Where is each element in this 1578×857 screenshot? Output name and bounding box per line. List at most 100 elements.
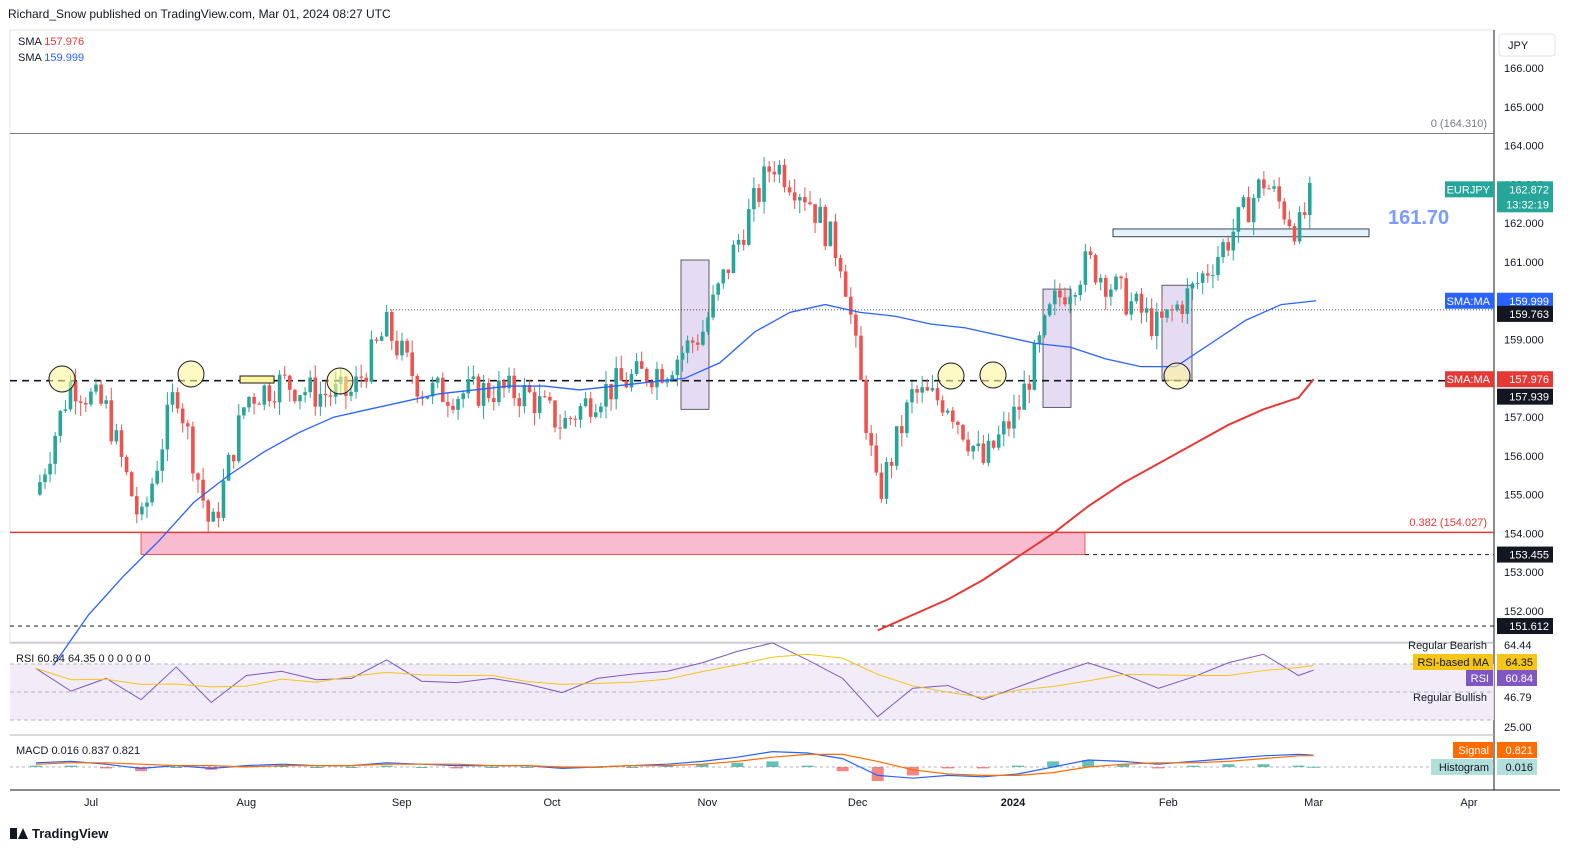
candle-body bbox=[1037, 335, 1042, 344]
candle-body bbox=[1103, 277, 1108, 297]
macd-histogram-bar bbox=[100, 767, 113, 769]
candle-body bbox=[655, 368, 659, 388]
price-tick-label: 162.000 bbox=[1504, 218, 1544, 230]
candle-body bbox=[1185, 288, 1190, 314]
candle-body bbox=[1251, 197, 1256, 223]
rsi-low-value: 25.00 bbox=[1504, 722, 1532, 734]
candle-body bbox=[124, 456, 129, 473]
macd-legend[interactable]: MACD 0.016 0.837 0.821 bbox=[16, 745, 141, 757]
candle-body bbox=[1154, 311, 1159, 337]
candle-body bbox=[1272, 186, 1276, 189]
candle-body bbox=[1282, 201, 1287, 220]
candle-body bbox=[160, 449, 165, 471]
candle-body bbox=[461, 393, 465, 400]
candle-body bbox=[803, 197, 807, 203]
candle-body bbox=[53, 435, 57, 464]
candle-body bbox=[859, 335, 863, 380]
candle-body bbox=[1109, 289, 1113, 297]
candle-body bbox=[129, 472, 134, 497]
candle-body bbox=[573, 418, 578, 420]
candle-body bbox=[1292, 226, 1297, 242]
candle-body bbox=[165, 404, 170, 450]
candle-body bbox=[451, 405, 455, 410]
histogram-value-badge-bg bbox=[1497, 759, 1537, 775]
candle-body bbox=[599, 406, 603, 413]
sma50-line bbox=[52, 300, 1317, 666]
candle-body bbox=[440, 377, 445, 402]
currency-label: JPY bbox=[1508, 40, 1529, 52]
candle-body bbox=[588, 398, 593, 417]
tradingview-logo[interactable]: TradingView bbox=[10, 826, 108, 841]
macd-histogram-bar bbox=[661, 765, 674, 767]
candle-body bbox=[680, 352, 685, 360]
candle-body bbox=[119, 430, 124, 457]
candle-body bbox=[155, 470, 159, 484]
rsi-regular-bearish-label: Regular Bearish bbox=[1408, 640, 1487, 652]
touch-box-marker bbox=[239, 375, 275, 384]
macd-histogram-bar bbox=[1257, 764, 1270, 767]
price-tick-label: 152.000 bbox=[1504, 606, 1544, 618]
candle-body bbox=[1083, 251, 1088, 285]
macd-histogram-bar bbox=[801, 765, 814, 767]
candle-body bbox=[247, 396, 251, 408]
candle-body bbox=[690, 340, 695, 343]
candle-body bbox=[920, 387, 924, 393]
candle-body bbox=[216, 511, 221, 518]
sma-legend-1[interactable]: SMA 157.976 bbox=[18, 36, 84, 48]
candle-body bbox=[99, 384, 103, 404]
candle-body bbox=[180, 408, 185, 424]
candle-body bbox=[767, 166, 771, 172]
macd-histogram-bar bbox=[696, 764, 709, 767]
candle-body bbox=[191, 426, 195, 474]
sma-legend-2[interactable]: SMA 159.999 bbox=[18, 52, 84, 64]
sma200-line bbox=[877, 378, 1315, 632]
candle-body bbox=[527, 385, 532, 393]
candle-body bbox=[196, 473, 200, 480]
candle-body bbox=[583, 398, 588, 407]
candle-body bbox=[73, 381, 78, 402]
candle-body bbox=[497, 380, 501, 403]
candle-body bbox=[1287, 219, 1292, 227]
candle-body bbox=[481, 383, 486, 406]
candle-body bbox=[792, 192, 797, 201]
candle-body bbox=[1047, 304, 1052, 316]
time-tick-label: Aug bbox=[237, 797, 257, 809]
signal-name-badge-bg bbox=[1453, 742, 1493, 758]
candle-body bbox=[1200, 273, 1205, 283]
candle-body bbox=[614, 368, 618, 400]
currency-box[interactable] bbox=[1498, 33, 1556, 57]
price-tick-label: 153.000 bbox=[1504, 567, 1544, 579]
candle-body bbox=[563, 418, 567, 429]
candle-body bbox=[471, 376, 476, 380]
candle-body bbox=[874, 445, 879, 473]
candle-body bbox=[374, 339, 379, 341]
macd-line bbox=[35, 750, 1314, 779]
tradingview-logo-icon bbox=[10, 828, 28, 839]
candle-body bbox=[349, 391, 353, 396]
candle-body bbox=[843, 271, 848, 297]
candle-body bbox=[405, 340, 409, 353]
candle-body bbox=[910, 389, 914, 403]
time-tick-label: Feb bbox=[1159, 797, 1178, 809]
candle-body bbox=[1205, 273, 1210, 276]
macd-histogram-bar bbox=[275, 765, 288, 767]
candle-body bbox=[609, 383, 613, 400]
candle-body bbox=[925, 387, 930, 391]
touch-circle-marker bbox=[326, 367, 354, 395]
candle-body bbox=[364, 377, 369, 382]
candle-body bbox=[507, 375, 511, 389]
rsi-legend[interactable]: RSI 60.84 64.35 0 0 0 0 0 0 bbox=[16, 653, 151, 665]
price-tick-label: 157.000 bbox=[1504, 412, 1544, 424]
candle-body bbox=[430, 382, 435, 397]
touch-circle-marker bbox=[979, 361, 1007, 389]
rsi-regular-bullish-label: Regular Bullish bbox=[1413, 692, 1487, 704]
sma200-value-badge: 157.976 bbox=[1509, 374, 1549, 386]
sma-legend-2-label: SMA bbox=[18, 52, 42, 64]
price-tick-label: 159.000 bbox=[1504, 335, 1544, 347]
macd-histogram-bar bbox=[906, 767, 919, 776]
candle-body bbox=[252, 396, 256, 404]
candle-body bbox=[236, 415, 241, 462]
candle-body bbox=[1001, 421, 1006, 435]
candle-body bbox=[1017, 406, 1021, 410]
